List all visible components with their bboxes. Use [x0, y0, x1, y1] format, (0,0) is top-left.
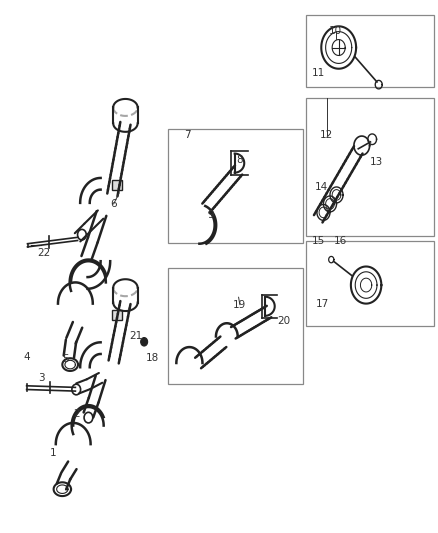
Text: 1: 1 [49, 448, 56, 458]
Text: 15: 15 [311, 236, 325, 246]
Bar [113, 180, 122, 190]
Text: 18: 18 [146, 353, 159, 362]
Text: 10: 10 [329, 26, 342, 36]
Text: 11: 11 [311, 68, 325, 78]
Text: 14: 14 [314, 182, 328, 192]
Text: 7: 7 [184, 130, 191, 140]
Text: 4: 4 [23, 352, 30, 361]
FancyBboxPatch shape [306, 98, 434, 236]
Text: 16: 16 [333, 236, 346, 246]
Text: 12: 12 [320, 130, 334, 140]
Text: 13: 13 [370, 157, 383, 166]
Text: 9: 9 [207, 209, 214, 220]
Text: 5: 5 [63, 354, 69, 364]
FancyBboxPatch shape [306, 14, 434, 87]
Text: 21: 21 [129, 332, 142, 342]
Text: 20: 20 [277, 316, 290, 326]
Text: 3: 3 [39, 373, 45, 383]
FancyBboxPatch shape [168, 128, 303, 243]
Bar [113, 310, 122, 319]
Text: 8: 8 [237, 156, 243, 165]
FancyBboxPatch shape [306, 241, 434, 326]
Text: 22: 22 [37, 248, 51, 259]
Text: 2: 2 [73, 409, 80, 419]
Text: 19: 19 [233, 300, 247, 310]
FancyBboxPatch shape [168, 268, 303, 384]
Text: 6: 6 [110, 199, 117, 209]
Circle shape [141, 337, 148, 346]
Text: 17: 17 [316, 298, 329, 309]
